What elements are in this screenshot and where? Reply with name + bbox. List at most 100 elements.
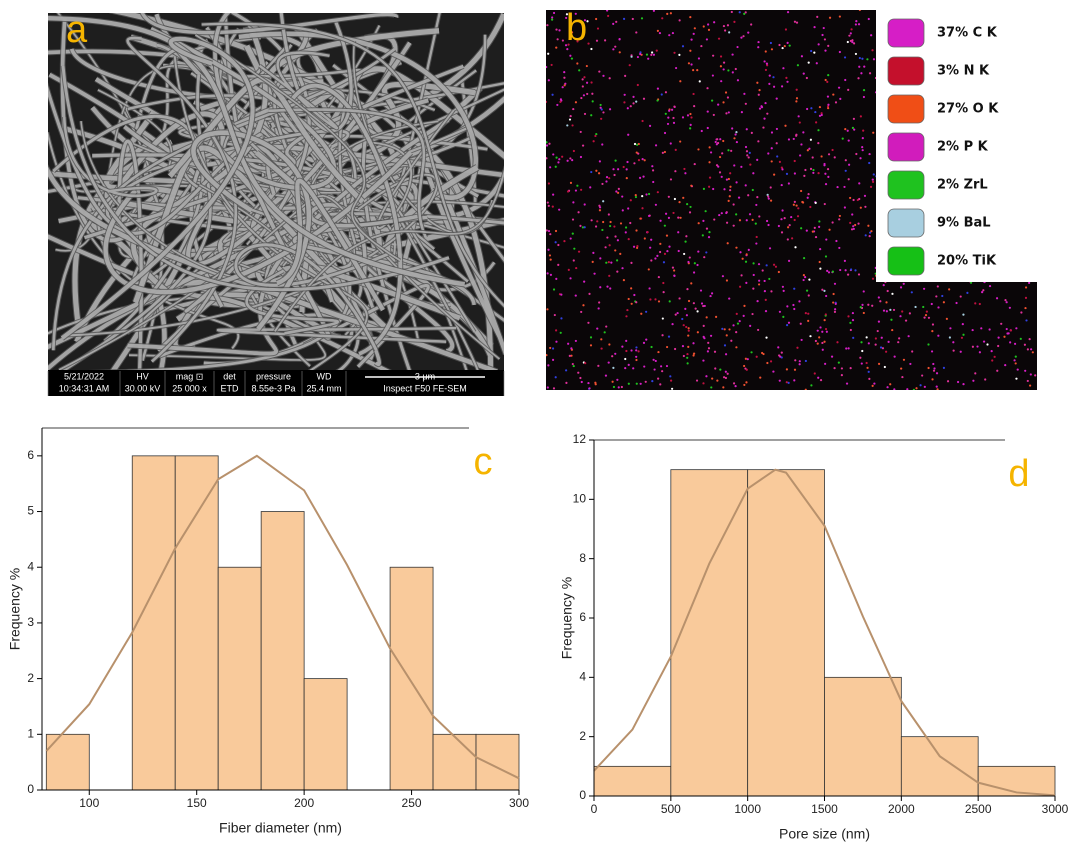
panel-letter: b [566, 7, 587, 49]
eds-dot [935, 295, 938, 298]
eds-dot [718, 155, 722, 159]
legend-label: 27% O K [937, 102, 999, 117]
eds-dot [581, 226, 585, 229]
eds-dot [843, 56, 847, 59]
eds-dot [720, 80, 723, 83]
eds-dot [667, 116, 670, 119]
eds-dot [1014, 362, 1017, 365]
eds-dot [589, 336, 593, 339]
eds-dot [615, 20, 618, 23]
eds-dot [824, 182, 828, 186]
eds-dot [588, 292, 591, 295]
eds-dot [579, 376, 582, 380]
eds-dot [727, 69, 730, 72]
eds-dot [786, 80, 789, 83]
eds-dot [709, 294, 712, 298]
eds-dot [639, 382, 642, 385]
eds-dot [594, 383, 597, 386]
eds-dot [727, 149, 730, 152]
eds-dot [824, 255, 828, 258]
legend-swatch [887, 56, 925, 86]
eds-dot [805, 76, 808, 80]
eds-dot [908, 312, 911, 315]
eds-dot [782, 315, 785, 318]
eds-dot [586, 20, 589, 23]
eds-dot [807, 312, 810, 315]
eds-dot [768, 74, 771, 77]
eds-dot [547, 229, 551, 233]
eds-dot [931, 323, 935, 326]
eds-dot [757, 263, 761, 266]
eds-dot [797, 207, 800, 210]
eds-dot [711, 74, 714, 77]
eds-dot [695, 379, 699, 382]
eds-dot [573, 247, 576, 250]
eds-dot [733, 164, 736, 167]
eds-dot [574, 189, 578, 192]
eds-dot [560, 293, 563, 296]
eds-dot [548, 254, 552, 257]
eds-dot [891, 292, 894, 295]
eds-dot [658, 250, 662, 254]
eds-dot [664, 91, 668, 94]
eds-dot [686, 114, 690, 117]
eds-dot [570, 354, 573, 357]
legend-label: 20% TiK [937, 254, 997, 269]
eds-dot [569, 181, 573, 185]
eds-dot [1030, 348, 1033, 351]
eds-dot [635, 229, 638, 232]
eds-dot [816, 342, 819, 345]
eds-dot [790, 215, 793, 219]
eds-dot [590, 81, 593, 84]
fiber [279, 13, 353, 133]
eds-dot [766, 112, 769, 115]
eds-dot [843, 185, 846, 189]
eds-dot [879, 300, 882, 303]
eds-dot [763, 117, 766, 120]
eds-dot [826, 269, 829, 272]
eds-dot [614, 235, 617, 238]
eds-dot [736, 79, 740, 82]
eds-dot [754, 222, 757, 225]
eds-dot [857, 273, 861, 276]
eds-dot [748, 151, 751, 154]
eds-dot [858, 65, 861, 68]
eds-dot [589, 186, 592, 189]
eds-dot [716, 138, 719, 141]
eds-dot [832, 93, 835, 96]
eds-dot [657, 275, 660, 279]
eds-dot [656, 191, 659, 194]
x-tick-label: 1000 [734, 802, 761, 816]
eds-dot [713, 350, 717, 353]
eds-dot [636, 246, 639, 249]
eds-dot [755, 242, 758, 245]
eds-dot [948, 336, 951, 339]
eds-dot [571, 124, 574, 127]
eds-dot [772, 76, 775, 79]
eds-dot [551, 205, 554, 208]
eds-dot [746, 154, 749, 157]
eds-dot [860, 362, 863, 365]
eds-dot [738, 219, 742, 222]
eds-dot [722, 376, 726, 379]
eds-dot [768, 277, 771, 281]
eds-dot [621, 345, 624, 348]
eds-dot [605, 180, 608, 183]
eds-dot [745, 219, 748, 222]
eds-dot [590, 170, 593, 174]
eds-dot [1004, 364, 1007, 367]
fiber [276, 178, 385, 312]
eds-dot [654, 359, 657, 363]
fiber [126, 36, 237, 363]
eds-dot [846, 273, 850, 276]
eds-dot [849, 367, 852, 370]
eds-dot [590, 47, 593, 51]
eds-dot [1013, 342, 1017, 345]
eds-dot [809, 138, 812, 141]
eds-dot [743, 383, 746, 387]
eds-dot [817, 43, 820, 46]
eds-dot [563, 84, 566, 87]
eds-dot [844, 128, 847, 131]
eds-dot [554, 229, 558, 233]
eds-dot [781, 46, 784, 50]
